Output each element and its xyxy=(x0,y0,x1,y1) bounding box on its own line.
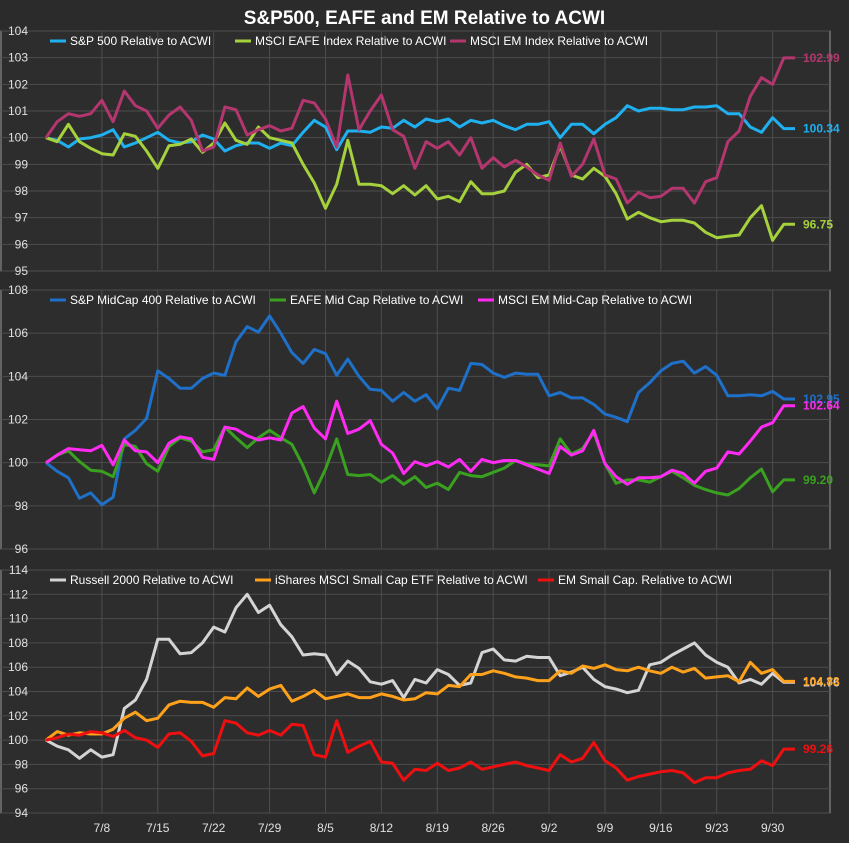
x-tick-label: 7/15 xyxy=(146,821,170,835)
x-tick-label: 9/30 xyxy=(761,821,785,835)
y-tick-label: 96 xyxy=(15,542,29,556)
x-tick-label: 8/5 xyxy=(317,821,334,835)
y-tick-label: 108 xyxy=(8,636,28,650)
y-tick-label: 103 xyxy=(8,51,28,65)
series-line-2-3 xyxy=(45,399,795,486)
y-tick-label: 102 xyxy=(8,413,28,427)
series-end-label: 102.99 xyxy=(803,51,840,65)
y-tick-label: 102 xyxy=(8,77,28,91)
y-tick-label: 98 xyxy=(15,499,29,513)
series-end-label: 104.76 xyxy=(803,675,840,689)
x-tick-label: 9/23 xyxy=(705,821,729,835)
legend-entry: iShares MSCI Small Cap ETF Relative to A… xyxy=(275,573,528,587)
y-tick-label: 106 xyxy=(8,660,28,674)
y-tick-label: 104 xyxy=(8,369,28,383)
panel-3: 94 96 98 100 102 104 106 108 110 112 114 104.76104.… xyxy=(0,563,840,820)
x-axis: 7/8 7/15 7/22 7/29 8/5 8/12 8/19 8/26 9/2 9/9 9/16… xyxy=(94,821,785,835)
series-line-3-3 xyxy=(45,719,795,785)
y-tick-label: 96 xyxy=(15,782,29,796)
series-end-label: 99.26 xyxy=(803,742,833,756)
series-line-1-3 xyxy=(44,56,795,205)
legend-entry: Russell 2000 Relative to ACWI xyxy=(70,573,233,587)
y-tick-label: 100 xyxy=(8,733,28,747)
y-tick-label: 104 xyxy=(8,24,28,38)
series-end-label: 104.83 xyxy=(803,674,840,688)
chart-panels: 95 96 97 98 99 100 101 102 103 104 100.34 96.75 102.… xyxy=(0,24,840,820)
x-tick-label: 9/9 xyxy=(597,821,614,835)
y-tick-label: 106 xyxy=(8,326,28,340)
legend-panel-3: Russell 2000 Relative to ACWI iShares MSC… xyxy=(50,573,732,587)
x-tick-label: 7/29 xyxy=(258,821,282,835)
series-line-1-2 xyxy=(45,121,795,242)
y-tick-label: 110 xyxy=(9,612,28,626)
series-line-1-1 xyxy=(45,104,795,153)
legend-entry: EM Small Cap. Relative to ACWI xyxy=(558,573,732,587)
legend-entry: MSCI EAFE Index Relative to ACWI xyxy=(255,34,446,48)
chart-title: S&P500, EAFE and EM Relative to ACWI xyxy=(244,8,605,29)
y-tick-label: 98 xyxy=(15,757,29,771)
legend-panel-1: S&P 500 Relative to ACWI MSCI EAFE Index … xyxy=(50,34,648,48)
y-tick-label: 100 xyxy=(8,131,28,145)
y-tick-label: 104 xyxy=(8,685,28,699)
legend-entry: MSCI EM Mid-Cap Relative to ACWI xyxy=(498,293,692,307)
legend-entry: S&P 500 Relative to ACWI xyxy=(70,34,211,48)
y-tick-label: 100 xyxy=(8,456,28,470)
x-tick-label: 7/8 xyxy=(94,821,111,835)
series-end-label: 96.75 xyxy=(803,217,833,231)
legend-entry: MSCI EM Index Relative to ACWI xyxy=(470,34,648,48)
y-tick-label: 108 xyxy=(8,283,28,297)
y-tick-label: 98 xyxy=(15,184,29,198)
series-line-3-1 xyxy=(45,592,795,760)
series-line-3-2 xyxy=(45,660,795,742)
x-tick-label: 7/22 xyxy=(202,821,226,835)
panel-2: 96 98 100 102 104 106 108 102.95 99.20 102.64 S&P … xyxy=(0,283,840,556)
series-end-label: 99.20 xyxy=(803,473,833,487)
y-tick-label: 102 xyxy=(8,709,28,723)
y-tick-label: 95 xyxy=(15,264,29,278)
series-end-label: 100.34 xyxy=(803,122,840,136)
legend-entry: EAFE Mid Cap Relative to ACWI xyxy=(290,293,463,307)
panel-1: 95 96 97 98 99 100 101 102 103 104 100.34 96.75 102.… xyxy=(0,24,840,278)
series-line-2-1 xyxy=(45,314,795,507)
y-tick-label: 94 xyxy=(15,806,29,820)
y-tick-label: 97 xyxy=(15,211,29,225)
legend-entry: S&P MidCap 400 Relative to ACWI xyxy=(70,293,256,307)
y-tick-label: 96 xyxy=(15,237,29,251)
x-tick-label: 8/12 xyxy=(370,821,394,835)
panel-frame xyxy=(0,30,831,272)
x-tick-label: 9/2 xyxy=(541,821,558,835)
y-tick-label: 114 xyxy=(9,563,28,577)
y-tick-label: 101 xyxy=(8,104,28,118)
legend-panel-2: S&P MidCap 400 Relative to ACWI EAFE Mid … xyxy=(50,293,692,307)
series-end-label: 102.95 xyxy=(803,392,840,406)
y-tick-label: 112 xyxy=(9,587,28,601)
x-tick-label: 9/16 xyxy=(649,821,673,835)
x-tick-label: 8/19 xyxy=(426,821,450,835)
x-tick-label: 8/26 xyxy=(481,821,505,835)
series-end-label: 102.64 xyxy=(803,399,840,413)
y-tick-label: 99 xyxy=(15,157,29,171)
